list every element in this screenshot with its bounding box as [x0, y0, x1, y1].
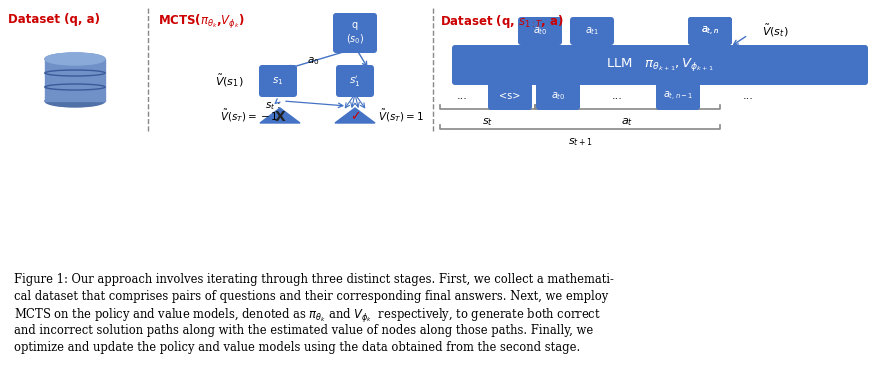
Bar: [45, 73, 105, 87]
Text: $a_{t,n}$: $a_{t,n}$: [701, 25, 719, 38]
Text: ✓: ✓: [349, 111, 360, 124]
Ellipse shape: [45, 53, 105, 65]
Text: $a_{t,n}$: $a_{t,n}$: [701, 25, 719, 38]
Ellipse shape: [45, 95, 105, 107]
Text: <s>: <s>: [499, 91, 521, 101]
Text: q
$(s_0)$: q $(s_0)$: [346, 20, 364, 46]
Ellipse shape: [45, 53, 105, 65]
FancyBboxPatch shape: [688, 17, 732, 45]
Text: $s_{t+1}$: $s_{t+1}$: [568, 136, 592, 148]
Text: Dataset (q, a): Dataset (q, a): [8, 13, 100, 26]
Text: X: X: [275, 110, 285, 124]
Text: $\tilde{V}(s_T)=-1$: $\tilde{V}(s_T)=-1$: [220, 108, 279, 124]
Text: $s_t$: $s_t$: [482, 116, 493, 128]
FancyBboxPatch shape: [259, 65, 297, 97]
Text: $s_t$ :: $s_t$ :: [265, 100, 281, 112]
Polygon shape: [260, 108, 300, 123]
FancyBboxPatch shape: [688, 17, 732, 45]
FancyBboxPatch shape: [570, 17, 614, 45]
Text: $\tilde{V}(s_T)=1$: $\tilde{V}(s_T)=1$: [378, 108, 424, 124]
FancyBboxPatch shape: [333, 13, 377, 53]
FancyBboxPatch shape: [656, 82, 700, 110]
Text: cal dataset that comprises pairs of questions and their corresponding final answ: cal dataset that comprises pairs of ques…: [14, 290, 608, 303]
Text: and incorrect solution paths along with the estimated value of nodes along those: and incorrect solution paths along with …: [14, 324, 593, 337]
FancyBboxPatch shape: [536, 82, 580, 110]
Text: ...: ...: [612, 91, 623, 101]
Text: Figure 1: Our approach involves iterating through three distinct stages. First, : Figure 1: Our approach involves iteratin…: [14, 273, 614, 286]
Text: $\tilde{V}(s_1)$: $\tilde{V}(s_1)$: [214, 73, 243, 90]
Text: LLM   $\pi_{\theta_{k+1}},V_{\phi_{k+1}}$: LLM $\pi_{\theta_{k+1}},V_{\phi_{k+1}}$: [606, 57, 714, 74]
Ellipse shape: [45, 81, 105, 93]
Text: Dataset (q, $s_{1:T}$, a): Dataset (q, $s_{1:T}$, a): [440, 13, 564, 30]
FancyBboxPatch shape: [488, 82, 532, 110]
Text: $s_1'$: $s_1'$: [349, 73, 361, 89]
Text: ...: ...: [457, 91, 468, 101]
Text: $\tilde{V}(s_t)$: $\tilde{V}(s_t)$: [762, 23, 788, 39]
Text: $a_{t0}$: $a_{t0}$: [551, 90, 565, 102]
Text: MCTS on the policy and value models, denoted as $\pi_{\theta_k}$ and $V_{\phi_k}: MCTS on the policy and value models, den…: [14, 307, 601, 325]
Text: $a_{t1}$: $a_{t1}$: [585, 25, 599, 37]
Text: $a_{t0}$: $a_{t0}$: [533, 25, 547, 37]
Bar: [45, 59, 105, 73]
Bar: [45, 87, 105, 101]
Text: MCTS($\pi_{\theta_k}$,$V_{\phi_k}$): MCTS($\pi_{\theta_k}$,$V_{\phi_k}$): [158, 13, 245, 31]
Text: $a_{t,n-1}$: $a_{t,n-1}$: [663, 90, 694, 102]
Ellipse shape: [45, 67, 105, 79]
Polygon shape: [335, 108, 375, 123]
FancyBboxPatch shape: [452, 45, 868, 85]
Text: $a_0$: $a_0$: [306, 55, 319, 67]
Text: $a_t$: $a_t$: [622, 116, 633, 128]
Text: ...: ...: [743, 91, 754, 101]
FancyBboxPatch shape: [336, 65, 374, 97]
Text: $s_1$: $s_1$: [272, 75, 284, 87]
Text: optimize and update the policy and value models using the data obtained from the: optimize and update the policy and value…: [14, 341, 581, 354]
FancyBboxPatch shape: [518, 17, 562, 45]
